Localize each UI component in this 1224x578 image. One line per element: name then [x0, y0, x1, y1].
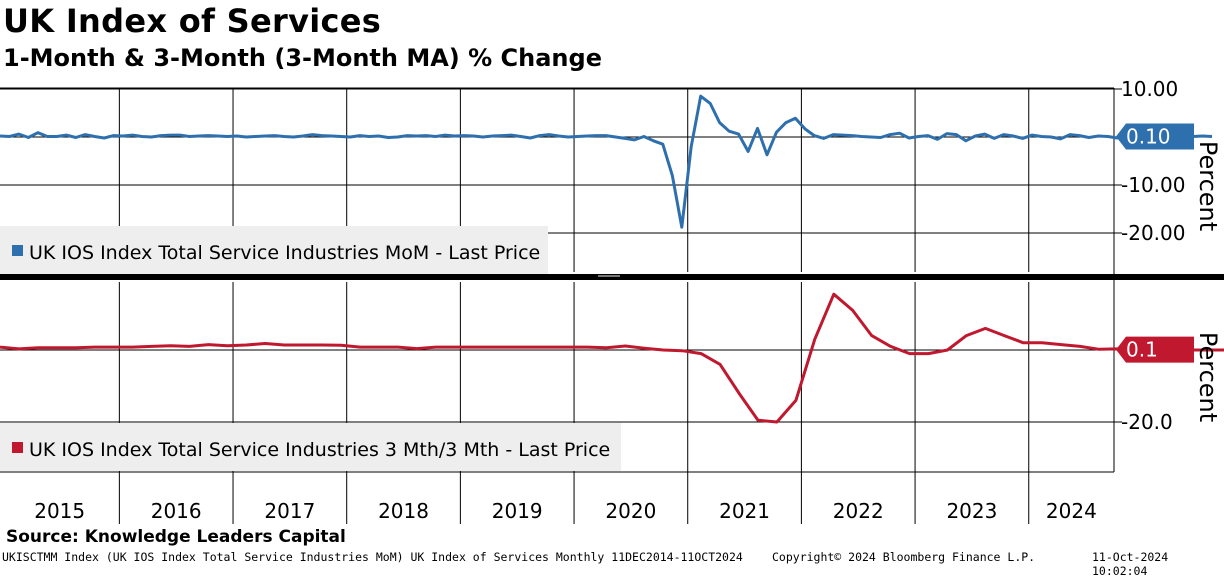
x-tick-label: 2024	[1046, 499, 1097, 523]
legend-swatch	[12, 245, 23, 256]
x-tick-label: 2021	[719, 499, 770, 523]
legend-label: UK IOS Index Total Service Industries Mo…	[29, 242, 540, 264]
y-axis-title: Percent	[1194, 141, 1222, 231]
footer-timestamp: 11-Oct-2024 10:02:04	[1092, 550, 1169, 578]
y-tick-label: -20.00	[1121, 221, 1185, 245]
x-tick-label: 2022	[833, 499, 884, 523]
panel-separator-grip	[598, 275, 620, 277]
legend-box	[0, 423, 621, 471]
x-tick-label: 2015	[34, 499, 85, 523]
footer-series-info: UKISCTMM Index (UK IOS Index Total Servi…	[2, 550, 743, 564]
legend-swatch	[12, 442, 23, 453]
x-tick-label: 2017	[264, 499, 315, 523]
last-value-label: 0.10	[1126, 125, 1171, 149]
three-month-series-line	[0, 292, 1224, 424]
legend-box	[0, 226, 548, 274]
x-tick-label: 2018	[378, 499, 429, 523]
mom-series-line	[0, 94, 1213, 229]
y-tick-label: -20.0	[1121, 410, 1173, 434]
footer-copyright: Copyright© 2024 Bloomberg Finance L.P.	[772, 550, 1036, 564]
legend-label: UK IOS Index Total Service Industries 3 …	[29, 439, 610, 461]
y-tick-label: -10.00	[1121, 173, 1185, 197]
y-axis-title: Percent	[1194, 332, 1222, 422]
source-note: Source: Knowledge Leaders Capital	[6, 527, 346, 547]
x-tick-label: 2019	[492, 499, 543, 523]
last-value-tag	[1116, 336, 1194, 363]
x-tick-label: 2016	[151, 499, 202, 523]
chart-title: UK Index of Services	[3, 2, 382, 40]
x-tick-label: 2023	[946, 499, 997, 523]
y-tick-label: 10.00	[1121, 77, 1178, 101]
last-value-tag	[1116, 123, 1194, 150]
x-tick-label: 2020	[605, 499, 656, 523]
chart-area: 2015 2016 2017 2018 2019 2020 2021 2022 2023 2024…	[0, 77, 1224, 524]
chart-subtitle: 1-Month & 3-Month (3-Month MA) % Change	[3, 44, 602, 72]
last-value-label: 0.1	[1126, 338, 1158, 362]
